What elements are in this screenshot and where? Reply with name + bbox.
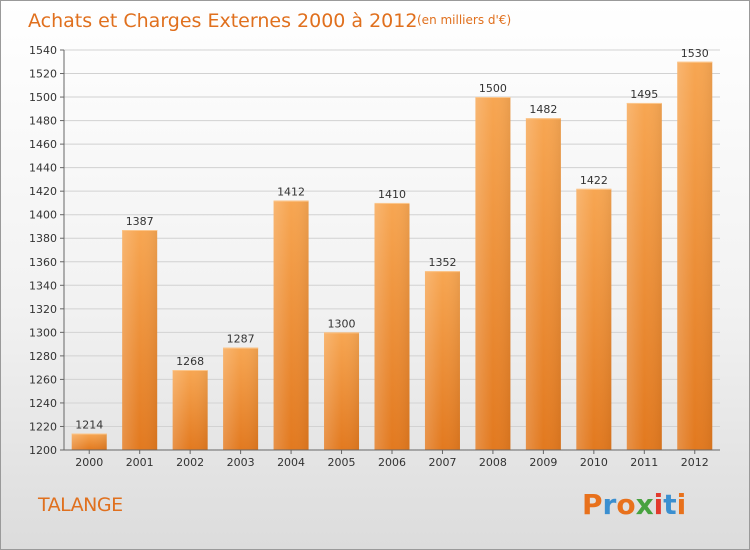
data-label: 1500: [479, 82, 507, 95]
y-tick-label: 1520: [29, 68, 57, 81]
bar-shine: [324, 332, 360, 450]
x-axis: 2000 2001 2002 2003 2004 2005 2006 2007 2008 2009…: [64, 449, 720, 469]
bar-shine: [374, 202, 410, 450]
y-tick-label: 1540: [29, 44, 57, 57]
proxiti-logo[interactable]: Proxiti: [582, 488, 686, 521]
data-label: 1387: [126, 215, 154, 228]
data-label: 1410: [378, 188, 406, 201]
data-label: 1530: [681, 47, 709, 60]
bar-shine: [576, 188, 612, 450]
x-tick-label: 2005: [328, 456, 356, 469]
data-label: 1412: [277, 186, 305, 199]
x-tick-label: 2002: [176, 456, 204, 469]
data-label: 1495: [630, 88, 658, 101]
x-tick-label: 2007: [428, 456, 456, 469]
data-label: 1482: [529, 103, 557, 116]
bar-shine: [223, 347, 259, 450]
x-tick-label: 2009: [529, 456, 557, 469]
bar-shine: [626, 102, 662, 451]
logo-letter: P: [582, 488, 603, 521]
bars: 1214 1387 1268 1287 1412 1300 1410 1352 1500 1482…: [71, 47, 713, 451]
logo-letter: r: [602, 488, 617, 521]
bar-shine: [172, 370, 208, 450]
y-tick-label: 1480: [29, 115, 57, 128]
x-tick-label: 2004: [277, 456, 305, 469]
y-tick-label: 1440: [29, 162, 57, 175]
data-label: 1214: [75, 419, 103, 432]
bar-shine: [525, 118, 561, 450]
x-tick-label: 2000: [75, 456, 103, 469]
y-tick-label: 1340: [29, 279, 57, 292]
data-label: 1422: [580, 174, 608, 187]
x-tick-label: 2011: [630, 456, 658, 469]
data-label: 1300: [328, 317, 356, 330]
y-tick-label: 1400: [29, 209, 57, 222]
x-tick-label: 2008: [479, 456, 507, 469]
bar-shine: [71, 433, 107, 450]
y-axis: 1200 1220 1240 1260 1280 1300 1320 1340 1360 1380…: [29, 44, 65, 457]
logo-letter: i: [653, 488, 664, 521]
chart-title: Achats et Charges Externes 2000 à 2012: [28, 10, 417, 32]
logo-letter: t: [663, 488, 677, 521]
chart-subtitle: (en milliers d'€): [417, 13, 511, 27]
data-label: 1287: [227, 333, 255, 346]
bar-shine: [122, 230, 158, 450]
logo-letter: i: [676, 488, 687, 521]
y-tick-label: 1500: [29, 91, 57, 104]
x-tick-label: 2003: [227, 456, 255, 469]
y-tick-label: 1280: [29, 350, 57, 363]
y-tick-label: 1260: [29, 373, 57, 386]
y-tick-label: 1420: [29, 185, 57, 198]
x-tick-label: 2012: [681, 456, 709, 469]
data-label: 1268: [176, 355, 204, 368]
y-tick-label: 1380: [29, 232, 57, 245]
x-tick-label: 2010: [580, 456, 608, 469]
y-tick-label: 1220: [29, 420, 57, 433]
y-tick-label: 1300: [29, 326, 57, 339]
logo-letter: o: [616, 488, 636, 521]
bar-shine: [677, 61, 713, 450]
y-tick-label: 1320: [29, 303, 57, 316]
y-tick-label: 1240: [29, 397, 57, 410]
data-label: 1352: [428, 256, 456, 269]
x-tick-label: 2006: [378, 456, 406, 469]
x-tick-label: 2001: [126, 456, 154, 469]
bar-shine: [475, 97, 511, 450]
y-tick-label: 1360: [29, 256, 57, 269]
bar-shine: [424, 271, 460, 450]
town-name: TALANGE: [38, 494, 123, 516]
y-tick-label: 1460: [29, 138, 57, 151]
bar-shine: [273, 200, 309, 450]
logo-letter: x: [635, 488, 654, 521]
y-tick-label: 1200: [29, 444, 57, 457]
